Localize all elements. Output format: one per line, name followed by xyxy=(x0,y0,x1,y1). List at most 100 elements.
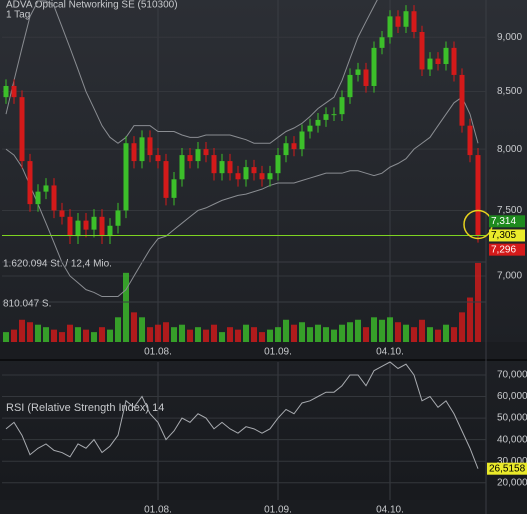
candle-body xyxy=(187,155,193,162)
candle-body xyxy=(51,185,57,211)
volume-bar xyxy=(395,322,401,342)
candle-body xyxy=(211,155,217,174)
price-plot xyxy=(3,0,481,342)
x-axis-band xyxy=(0,342,527,360)
candle-body xyxy=(283,143,289,156)
y-tick-label: 60,000 xyxy=(497,391,527,402)
volume-bar xyxy=(443,324,449,342)
volume-bar xyxy=(419,319,425,342)
candle-body xyxy=(115,210,121,226)
volume-bar xyxy=(187,329,193,342)
volume-bar xyxy=(299,322,305,342)
price-marker xyxy=(489,243,525,256)
y-tick-label: 40,000 xyxy=(497,434,527,445)
volume-bar xyxy=(371,317,377,342)
candle-body xyxy=(427,58,433,70)
volume-bar xyxy=(35,324,41,342)
volume-bar xyxy=(75,327,81,342)
candle-body xyxy=(179,155,185,180)
candle-body xyxy=(403,11,409,27)
candle-body xyxy=(195,149,201,162)
volume-bar xyxy=(323,327,329,342)
volume-bar xyxy=(315,324,321,342)
bollinger-band xyxy=(5,0,378,144)
y-tick-label: 8,000 xyxy=(497,144,522,155)
candle-body xyxy=(235,173,241,180)
volume-bar xyxy=(283,319,289,342)
candle-body xyxy=(387,16,393,38)
price-marker-label: 7,296 xyxy=(491,244,516,255)
volume-bar xyxy=(51,329,57,342)
candle-body xyxy=(43,185,49,192)
candle-body xyxy=(155,155,161,162)
candle-body xyxy=(243,167,249,180)
y-tick-label: 7,000 xyxy=(497,271,522,282)
rsi-line xyxy=(5,361,479,469)
candle-body xyxy=(475,155,481,236)
candle-body xyxy=(275,155,281,174)
candle-body xyxy=(347,74,353,98)
y-tick-label: 70,000 xyxy=(497,370,527,381)
candle-body xyxy=(459,74,465,126)
volume-bar xyxy=(11,329,17,342)
candle-body xyxy=(171,179,177,198)
candle-body xyxy=(443,47,449,65)
candle-body xyxy=(3,85,9,98)
volume-bar xyxy=(451,327,457,342)
candle-body xyxy=(251,167,257,174)
bollinger-band xyxy=(5,96,479,298)
x-tick-label: 01.09. xyxy=(264,505,292,514)
volume-bar xyxy=(347,322,353,342)
volume-bar xyxy=(307,327,313,342)
candle-body xyxy=(315,119,321,126)
volume-bar xyxy=(459,312,465,342)
y-tick-label: 8,500 xyxy=(497,86,522,97)
candle-body xyxy=(259,173,265,180)
volume-bar xyxy=(403,324,409,342)
candle-body xyxy=(35,191,41,205)
candle-body xyxy=(411,11,417,32)
volume-bar xyxy=(363,327,369,342)
volume-bar xyxy=(155,324,161,342)
volume-bar xyxy=(379,319,385,342)
candle-body xyxy=(75,220,81,237)
candle-body xyxy=(339,97,345,115)
volume-bar xyxy=(387,317,393,342)
volume-bar xyxy=(467,297,473,342)
candle-body xyxy=(59,210,65,217)
volume-bar xyxy=(83,329,89,342)
candle-body xyxy=(355,69,361,75)
candle-body xyxy=(331,114,337,116)
chart-title: ADVA Optical Networking SE (510300) xyxy=(6,0,178,11)
x-tick-label: 04.10. xyxy=(376,347,404,358)
rsi-marker xyxy=(487,462,527,475)
volume-bar xyxy=(107,329,113,342)
candle-body xyxy=(267,173,273,180)
volume-bar xyxy=(411,327,417,342)
candle-body xyxy=(107,225,113,237)
candle-body xyxy=(395,16,401,27)
candle-body xyxy=(11,85,17,98)
volume-bar xyxy=(355,319,361,342)
x-tick-label: 04.10. xyxy=(376,505,404,514)
x-tick-label: 01.08. xyxy=(144,505,172,514)
candle-body xyxy=(299,131,305,150)
volume-bar xyxy=(267,329,273,342)
candle-body xyxy=(99,216,105,237)
volume-bar xyxy=(251,327,257,342)
volume-bar xyxy=(171,327,177,342)
rsi-marker-label: 26,5158 xyxy=(489,463,526,474)
volume-bar xyxy=(195,327,201,342)
price-marker-label: 7,314 xyxy=(491,216,516,227)
y-tick-label: 30,000 xyxy=(497,456,527,467)
volume-bar xyxy=(147,327,153,342)
candle-body xyxy=(371,47,377,86)
volume-bar xyxy=(211,324,217,342)
price-marker xyxy=(489,229,525,242)
volume-bar xyxy=(331,329,337,342)
candle-body xyxy=(123,143,129,211)
candle-body xyxy=(451,47,457,75)
candle-body xyxy=(19,97,25,162)
x-tick-label: 01.08. xyxy=(144,347,172,358)
